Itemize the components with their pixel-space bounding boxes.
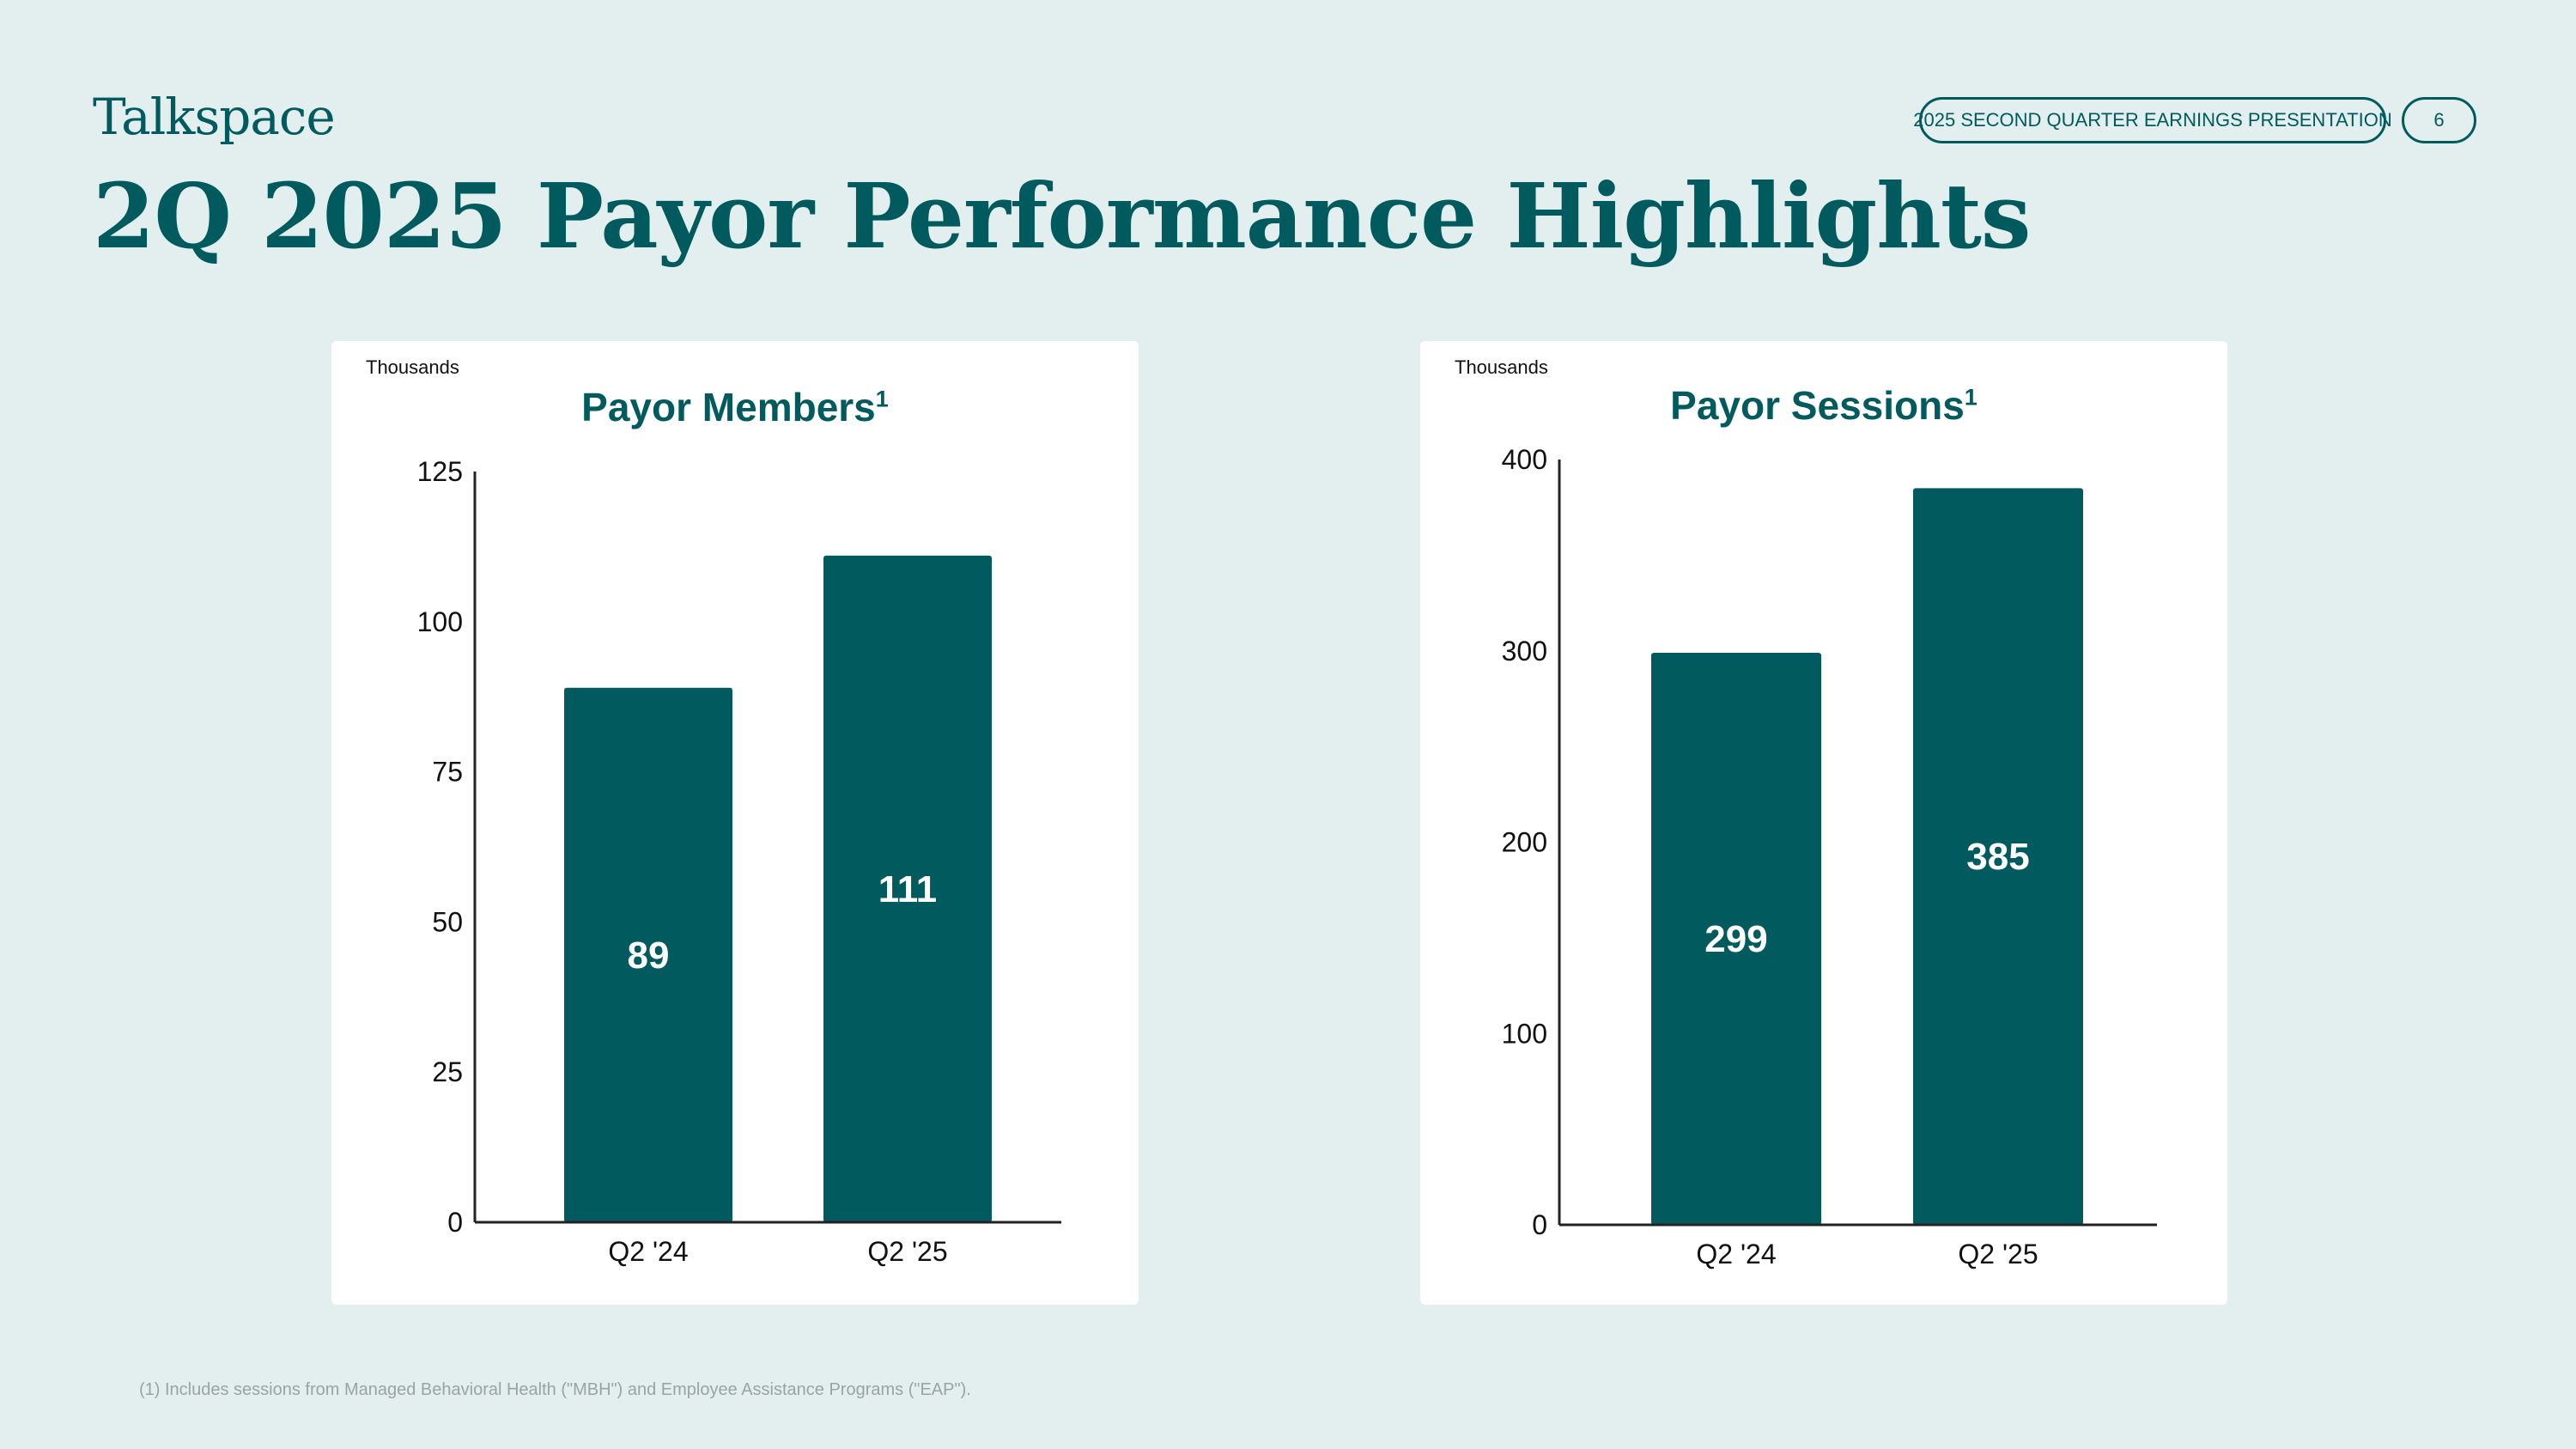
y-tick-label: 0 [447,1207,463,1238]
y-tick-label: 300 [1502,636,1547,667]
bar [823,555,992,1222]
y-tick-label: 125 [417,456,463,487]
units-label: Thousands [366,356,459,378]
y-tick-label: 400 [1502,444,1547,475]
bar [564,687,732,1222]
x-tick-label: Q2 '25 [867,1236,947,1267]
bar-value-label: 111 [878,868,938,910]
chart-title: Payor Members1 [331,384,1139,430]
bar [1651,652,1821,1225]
x-tick-label: Q2 '25 [1958,1239,2038,1269]
talkspace-logo: Talkspace [93,88,336,146]
presentation-label-badge: 2025 SECOND QUARTER EARNINGS PRESENTATIO… [1913,97,2392,143]
payor-members-chart: 0 25 50 75 100 125 89 Q2 '24 111 Q2 '25 [417,456,1061,1267]
footnote-marker: 1 [1964,384,1978,411]
x-tick-label: Q2 '24 [608,1236,688,1267]
footnote: (1) Includes sessions from Managed Behav… [139,1380,971,1399]
y-tick-label: 50 [432,906,463,937]
payor-members-chart-card: Thousands Payor Members1 0 25 50 75 100 125 89… [331,341,1139,1305]
page-title: 2Q 2025 Payor Performance Highlights [93,163,2031,269]
payor-sessions-chart-card: Thousands Payor Sessions1 0 100 200 300 400 2… [1420,341,2227,1305]
footnote-marker: 1 [875,386,889,412]
bar-value-label: 299 [1704,918,1767,960]
bar [1913,488,2083,1225]
units-label: Thousands [1455,356,1548,378]
chart-title: Payor Sessions1 [1420,382,2227,429]
y-tick-label: 100 [417,606,463,637]
y-tick-label: 0 [1532,1209,1547,1240]
bar-value-label: 89 [628,935,670,977]
chart-title-text: Payor Sessions [1670,383,1965,428]
page-number-badge: 6 [2402,97,2476,143]
chart-title-text: Payor Members [581,385,876,429]
x-tick-label: Q2 '24 [1696,1239,1776,1269]
y-tick-label: 100 [1502,1018,1547,1049]
y-tick-label: 75 [432,757,463,788]
payor-sessions-chart: 0 100 200 300 400 299 Q2 '24 385 Q2 '25 [1502,444,2157,1269]
bar-value-label: 385 [1966,836,2029,878]
y-tick-label: 200 [1502,827,1547,858]
y-tick-label: 25 [432,1056,463,1087]
